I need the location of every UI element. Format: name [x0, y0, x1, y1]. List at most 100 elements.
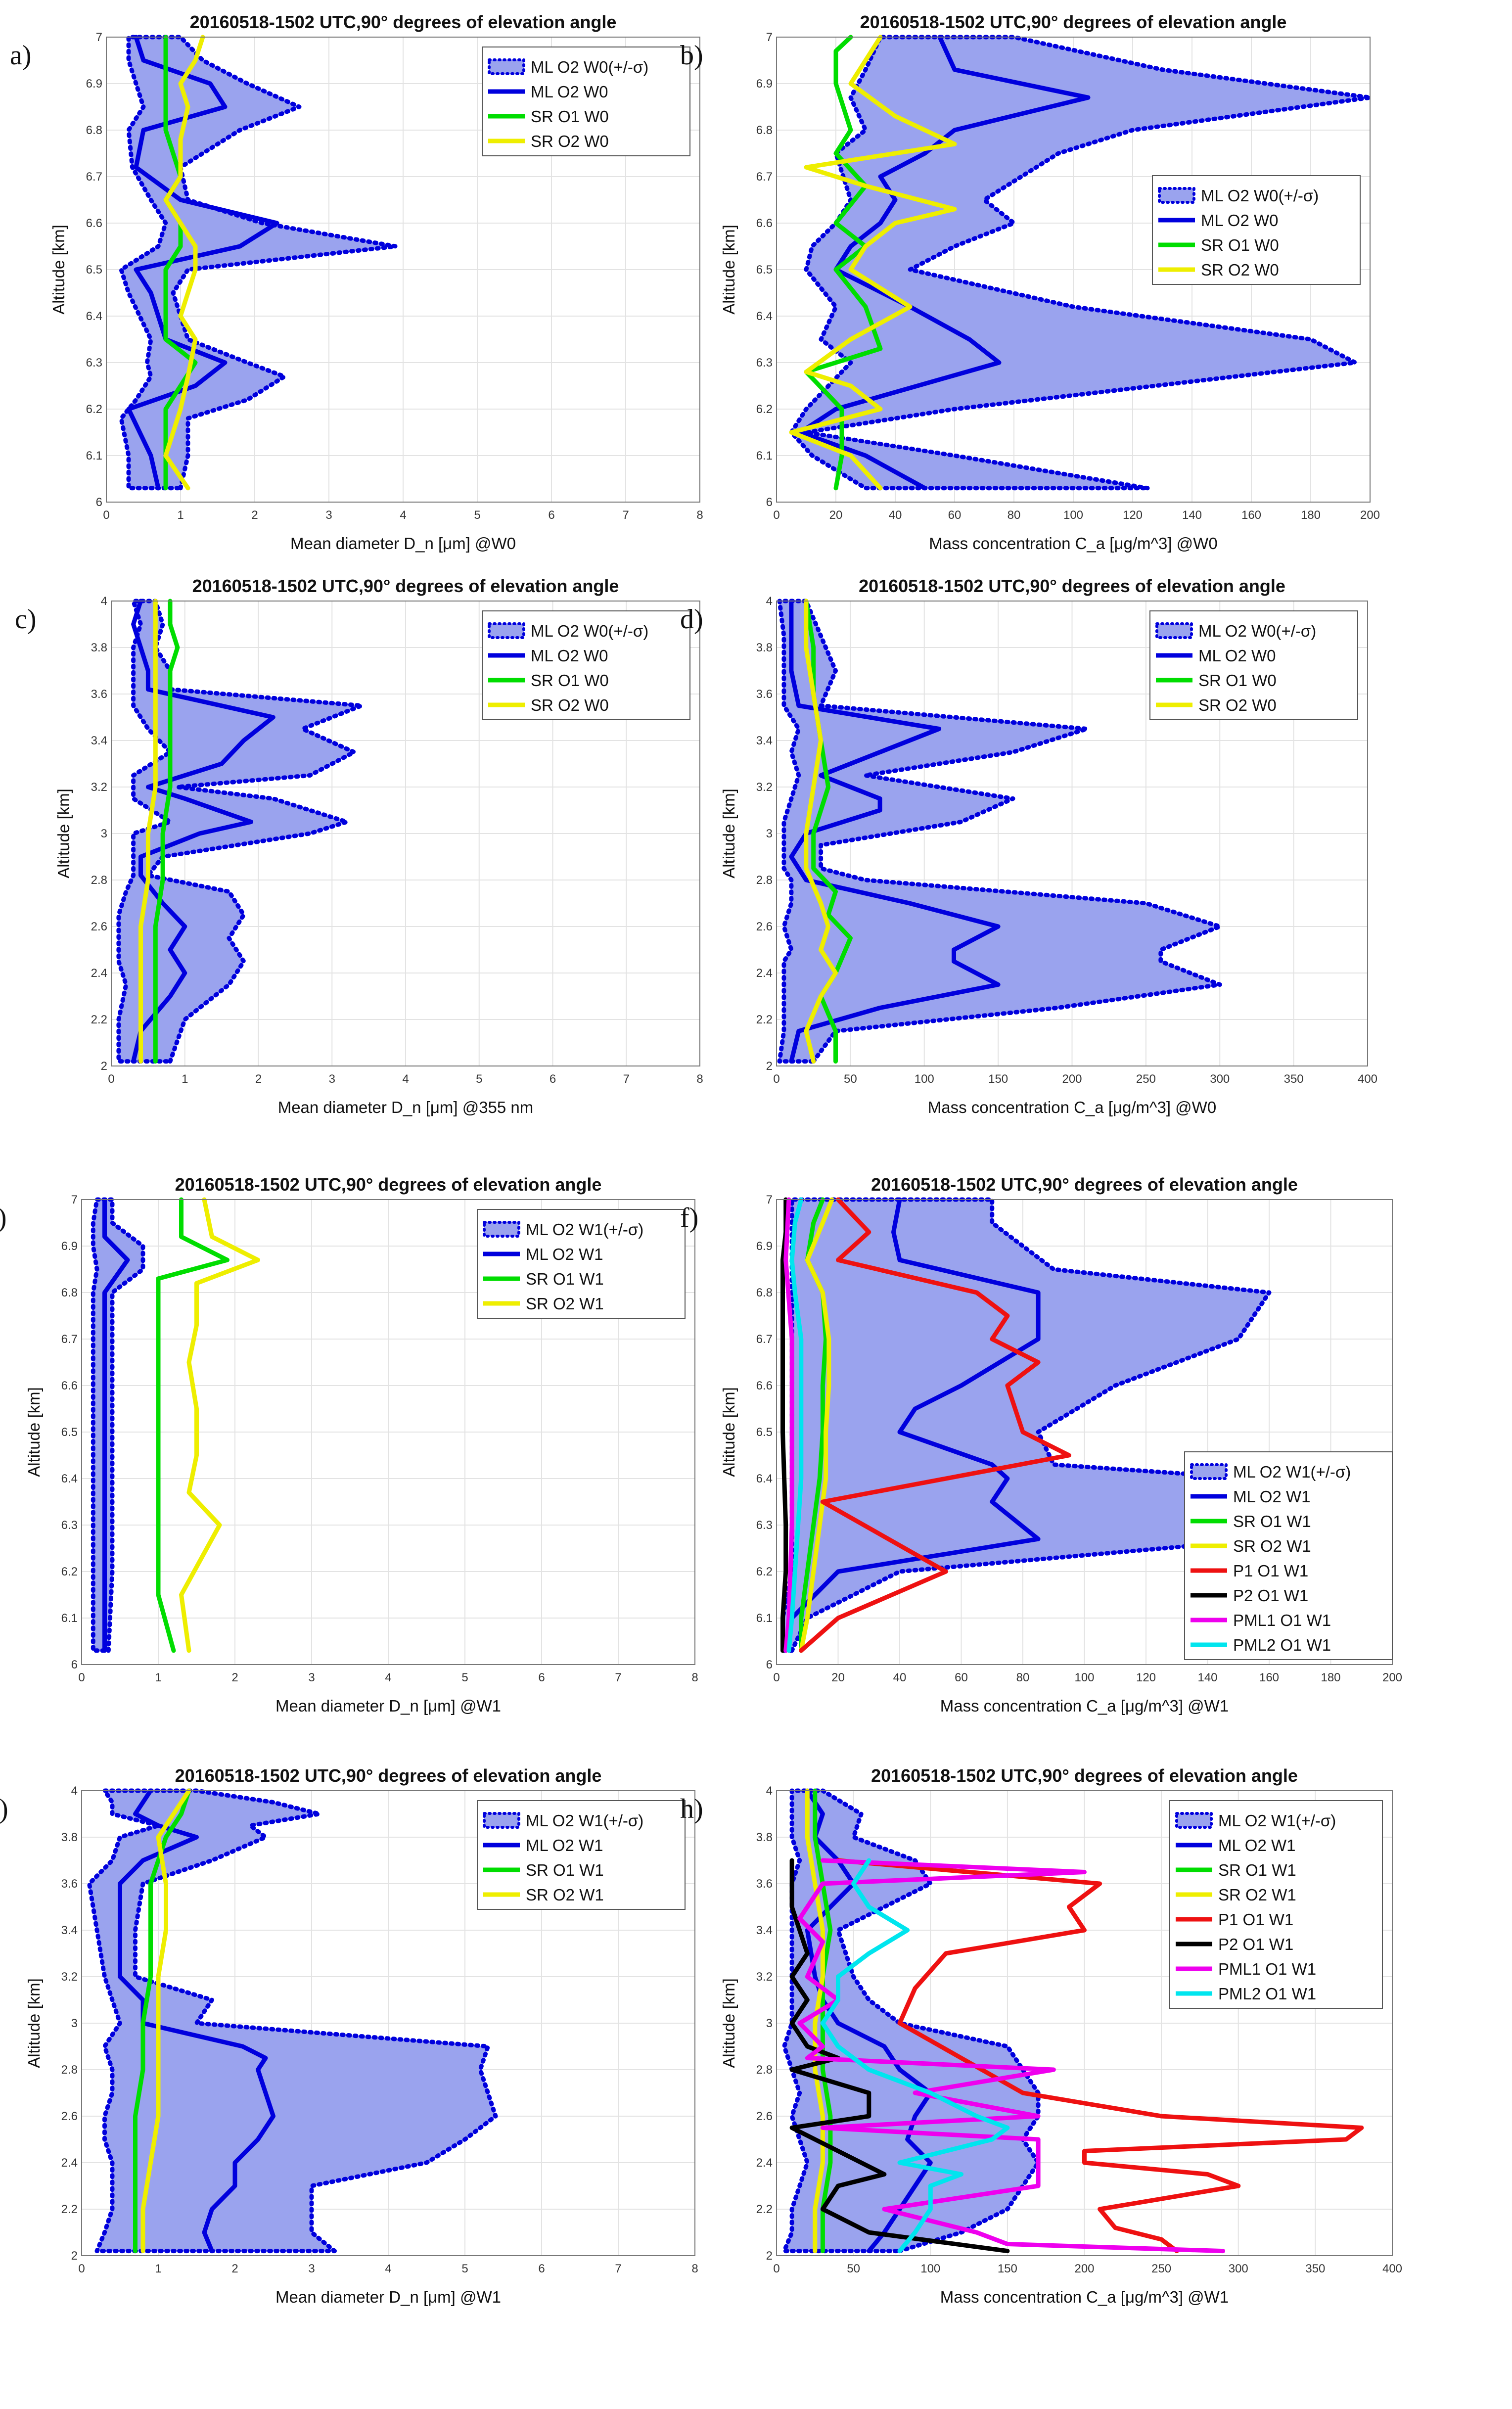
y-tick-label: 3.4 — [91, 734, 107, 747]
legend-entry: PML2 O1 W1 — [1218, 1985, 1316, 2003]
y-tick-label: 2.8 — [91, 874, 107, 887]
series-line-sr-o1-w0 — [153, 599, 180, 1064]
series-line-ml-o2-w1 — [118, 1788, 275, 2254]
legend-entry: SR O2 W0 — [1198, 696, 1277, 714]
panel-d: 0 50 100 150 200 250 300 350 400 2 2.2 2.4 2.6 2.8 3 3.… — [680, 576, 1377, 1116]
x-tick-label: 60 — [955, 1671, 968, 1684]
chart-title: 20160518-1502 UTC,90° degrees of elevati… — [175, 1174, 602, 1195]
y-tick-label: 7 — [766, 31, 773, 44]
y-axis-label: Altitude [km] — [720, 225, 738, 315]
x-tick-label: 250 — [1151, 2262, 1171, 2275]
y-tick-label: 3 — [766, 2017, 773, 2030]
x-tick-label: 8 — [696, 509, 703, 522]
x-tick-label: 200 — [1062, 1072, 1082, 1086]
y-tick-label: 6.8 — [756, 1286, 773, 1299]
y-axis-label: Altitude [km] — [25, 1978, 43, 2068]
x-tick-label: 400 — [1382, 2262, 1402, 2275]
legend-entry: SR O2 W0 — [1201, 261, 1279, 279]
x-tick-label: 5 — [461, 2262, 468, 2275]
x-tick-label: 4 — [402, 1072, 409, 1086]
chart-title: 20160518-1502 UTC,90° degrees of elevati… — [859, 576, 1285, 596]
series-line-sr-o2-w0 — [138, 599, 158, 1064]
y-tick-label: 3.8 — [91, 641, 107, 654]
x-tick-label: 7 — [622, 509, 629, 522]
y-tick-label: 6.9 — [756, 1240, 773, 1253]
x-tick-label: 5 — [476, 1072, 482, 1086]
axes-frame — [81, 1790, 695, 2256]
y-axis-label: Altitude [km] — [720, 1978, 738, 2068]
x-tick-label: 50 — [844, 1072, 857, 1086]
legend: ML O2 W0(+/-σ) ML O2 W0 SR O1 W0 SR O2 W0 — [482, 610, 690, 720]
panel-label: e) — [0, 1203, 7, 1233]
legend-entry: SR O1 W0 — [531, 107, 609, 126]
x-tick-label: 40 — [893, 1671, 907, 1684]
y-tick-label: 2.2 — [61, 2203, 78, 2216]
y-axis-label: Altitude [km] — [49, 225, 68, 315]
legend-entry: PML1 O1 W1 — [1218, 1960, 1316, 1978]
legend: ML O2 W1(+/-σ) ML O2 W1 SR O1 W1 SR O2 W1 — [477, 1800, 686, 1910]
x-tick-label: 0 — [103, 509, 109, 522]
legend-entry: ML O2 W1(+/-σ) — [1233, 1463, 1351, 1481]
panel-label: a) — [10, 40, 32, 71]
axes-frame — [776, 1199, 1393, 1665]
chart-title: 20160518-1502 UTC,90° degrees of elevati… — [192, 576, 619, 596]
y-tick-label: 6.3 — [756, 356, 773, 370]
y-tick-label: 6.7 — [61, 1333, 78, 1346]
panel-label: g) — [0, 1794, 8, 1824]
legend-entry: ML O2 W0(+/-σ) — [1198, 622, 1316, 640]
y-tick-label: 6.6 — [756, 217, 773, 230]
y-tick-label: 6.4 — [756, 310, 773, 323]
y-tick-label: 6 — [766, 496, 773, 509]
y-axis-label: Altitude [km] — [54, 788, 73, 879]
y-tick-label: 6.6 — [86, 217, 102, 230]
legend-entry: ML O2 W0(+/-σ) — [1201, 186, 1319, 205]
x-axis-label: Mass concentration C_a [μg/m^3] @W0 — [928, 1098, 1216, 1116]
x-tick-label: 2 — [231, 2262, 238, 2275]
x-tick-label: 100 — [915, 1072, 934, 1086]
y-tick-label: 6.4 — [86, 310, 102, 323]
y-tick-label: 2.4 — [756, 2156, 773, 2170]
y-tick-label: 3.6 — [91, 688, 107, 701]
x-tick-label: 150 — [988, 1072, 1008, 1086]
x-tick-label: 4 — [385, 1671, 391, 1684]
legend-entry: ML O2 W0(+/-σ) — [531, 58, 648, 76]
y-tick-label: 3.6 — [61, 1877, 78, 1891]
panel-label: b) — [680, 40, 703, 71]
panel-label: f) — [680, 1203, 698, 1233]
x-axis-label: Mean diameter D_n [μm] @W0 — [290, 534, 516, 553]
legend-entry: ML O2 W1 — [526, 1245, 603, 1263]
series-line-sr-o2-w1 — [179, 1197, 260, 1653]
y-tick-label: 6.5 — [756, 1426, 773, 1439]
series-line-sr-o1-w0 — [163, 35, 198, 491]
series-line-ml-o2-w0 — [798, 35, 1091, 491]
x-tick-label: 3 — [325, 509, 332, 522]
y-tick-label: 3.2 — [61, 1970, 78, 1984]
x-tick-label: 0 — [78, 1671, 85, 1684]
legend-swatch-band — [488, 622, 525, 639]
x-tick-label: 100 — [1074, 1671, 1094, 1684]
panel-a: 0 1 2 3 4 5 6 7 8 6 6.1 6.2 6.3 6.4 6.5 6.6 6.7 6.8 6.9 7 20… — [10, 12, 703, 553]
legend-entry: ML O2 W1 — [526, 1836, 603, 1854]
chart-title: 20160518-1502 UTC,90° degrees of elevati… — [175, 1765, 602, 1786]
legend-entry: ML O2 W1 — [1218, 1836, 1295, 1854]
y-tick-label: 3.8 — [756, 641, 773, 654]
x-tick-label: 1 — [182, 1072, 188, 1086]
legend: ML O2 W1(+/-σ) ML O2 W1 SR O1 W1 SR O2 W1 P1… — [1184, 1451, 1393, 1660]
y-tick-label: 2.6 — [756, 920, 773, 933]
x-tick-label: 0 — [773, 1072, 779, 1086]
legend-entry: ML O2 W0 — [531, 647, 608, 665]
y-tick-label: 4 — [766, 595, 773, 608]
legend-swatch-band — [488, 58, 525, 75]
y-tick-label: 3 — [71, 2017, 78, 2030]
y-tick-label: 6.7 — [756, 170, 773, 184]
y-tick-label: 2.8 — [61, 2063, 78, 2077]
x-tick-label: 80 — [1016, 1671, 1030, 1684]
x-tick-label: 7 — [615, 1671, 621, 1684]
series-line-pml1-o1-w1 — [797, 1858, 1226, 2254]
series-line-pml2-o1-w1 — [820, 1858, 1010, 2254]
y-tick-label: 6.5 — [86, 263, 102, 277]
x-tick-label: 300 — [1210, 1072, 1230, 1086]
legend: ML O2 W1(+/-σ) ML O2 W1 SR O1 W1 SR O2 W1 — [477, 1209, 686, 1319]
legend-entry: SR O1 W0 — [1201, 236, 1279, 254]
